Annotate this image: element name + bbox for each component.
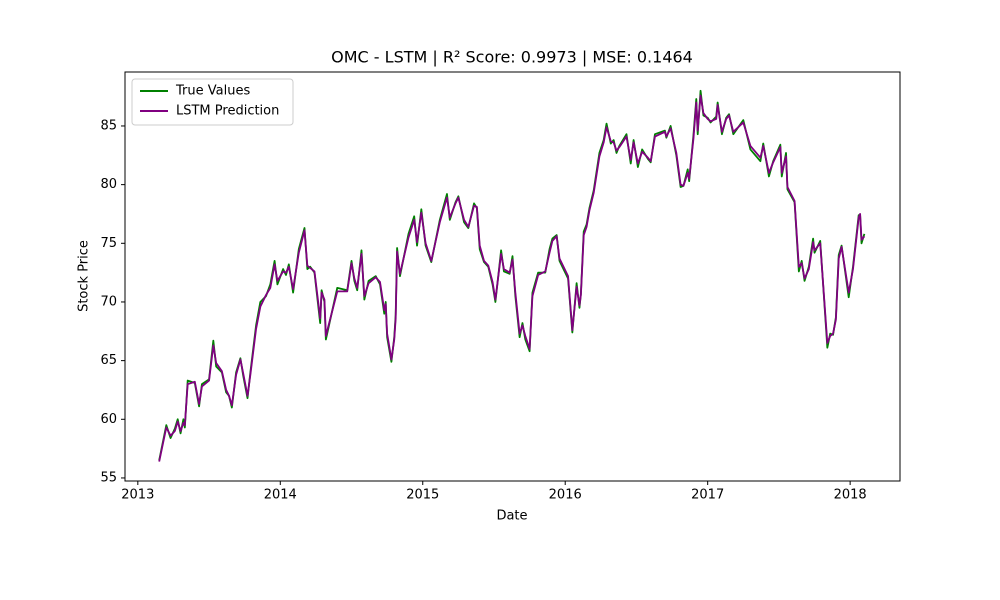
y-tick-label: 80 (100, 177, 117, 192)
x-tick-label: 2015 (406, 488, 439, 503)
x-axis-label: Date (496, 509, 527, 524)
y-tick-label: 60 (100, 412, 117, 427)
legend-label: True Values (175, 84, 250, 99)
plot-frame (124, 71, 901, 482)
y-tick-label: 75 (100, 236, 117, 251)
legend-box (131, 78, 294, 126)
x-tick-label: 2016 (549, 488, 582, 503)
chart-title: OMC - LSTM | R² Score: 0.9973 | MSE: 0.1… (331, 48, 693, 67)
y-axis-label: Stock Price (77, 240, 92, 312)
x-tick-label: 2017 (691, 488, 724, 503)
x-tick-label: 2013 (121, 488, 154, 503)
x-tick-label: 2014 (264, 488, 297, 503)
y-tick-label: 65 (100, 353, 117, 368)
y-tick-label: 85 (100, 118, 117, 133)
y-tick-label: 70 (100, 294, 117, 309)
y-tick-label: 55 (100, 470, 117, 485)
legend-label: LSTM Prediction (176, 104, 279, 119)
x-tick-label: 2018 (834, 488, 867, 503)
line-series (158, 94, 866, 462)
